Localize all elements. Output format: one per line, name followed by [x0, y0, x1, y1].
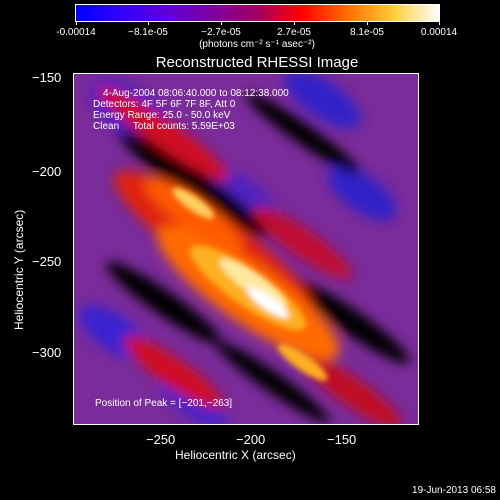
rhessi-map	[74, 74, 418, 424]
colorbar-tick	[221, 22, 222, 25]
detectors-text: Detectors: 4F 5F 6F 7F 8F, Att 0	[93, 99, 236, 110]
colorbar-unit-label: (photons cm⁻² s⁻¹ asec⁻²)	[199, 39, 315, 50]
map-texture	[79, 74, 410, 424]
colorbar-tick	[76, 22, 77, 25]
x-tick-label: −250	[146, 432, 176, 447]
y-tick-label: −300	[32, 345, 62, 360]
counts-text: Clean Total counts: 5.59E+03	[93, 121, 235, 132]
y-tick-label: −150	[32, 70, 62, 85]
colorbar-tick-label: 0.00014	[420, 27, 458, 38]
y-tick-label: −200	[32, 164, 62, 179]
map-core	[172, 187, 328, 381]
x-tick-label: −200	[236, 432, 266, 447]
colorbar-tick-label: −2.7e-05	[201, 27, 241, 38]
x-axis-label: Heliocentric X (arcsec)	[175, 448, 296, 462]
peak-position-text: Position of Peak = [−201,−263]	[95, 398, 233, 409]
image-title: Reconstructed RHESSI Image	[155, 54, 359, 71]
generated-timestamp: 19-Jun-2013 06:58	[412, 485, 496, 496]
y-axis-label: Heliocentric Y (arcsec)	[12, 209, 26, 330]
colorbar-tick-label: 2.7e-05	[277, 27, 311, 38]
colorbar-tick	[294, 22, 295, 25]
x-tick-label: −150	[327, 432, 357, 447]
colorbar-tick-label: 8.1e-05	[350, 27, 384, 38]
colorbar-tick	[439, 22, 440, 25]
colorbar-tick	[148, 22, 149, 25]
colorbar-tick-label: -0.00014	[56, 27, 96, 38]
colorbar-tick	[367, 22, 368, 25]
image-plot	[73, 73, 419, 425]
energy-range-text: Energy Range: 25.0 - 50.0 keV	[93, 110, 231, 121]
colorbar-tick-label: −8.1e-05	[128, 27, 168, 38]
colorbar	[75, 4, 440, 22]
time-range-text: 4-Aug-2004 08:06:40.000 to 08:12:38.000	[103, 88, 289, 99]
y-tick-label: −250	[32, 254, 62, 269]
